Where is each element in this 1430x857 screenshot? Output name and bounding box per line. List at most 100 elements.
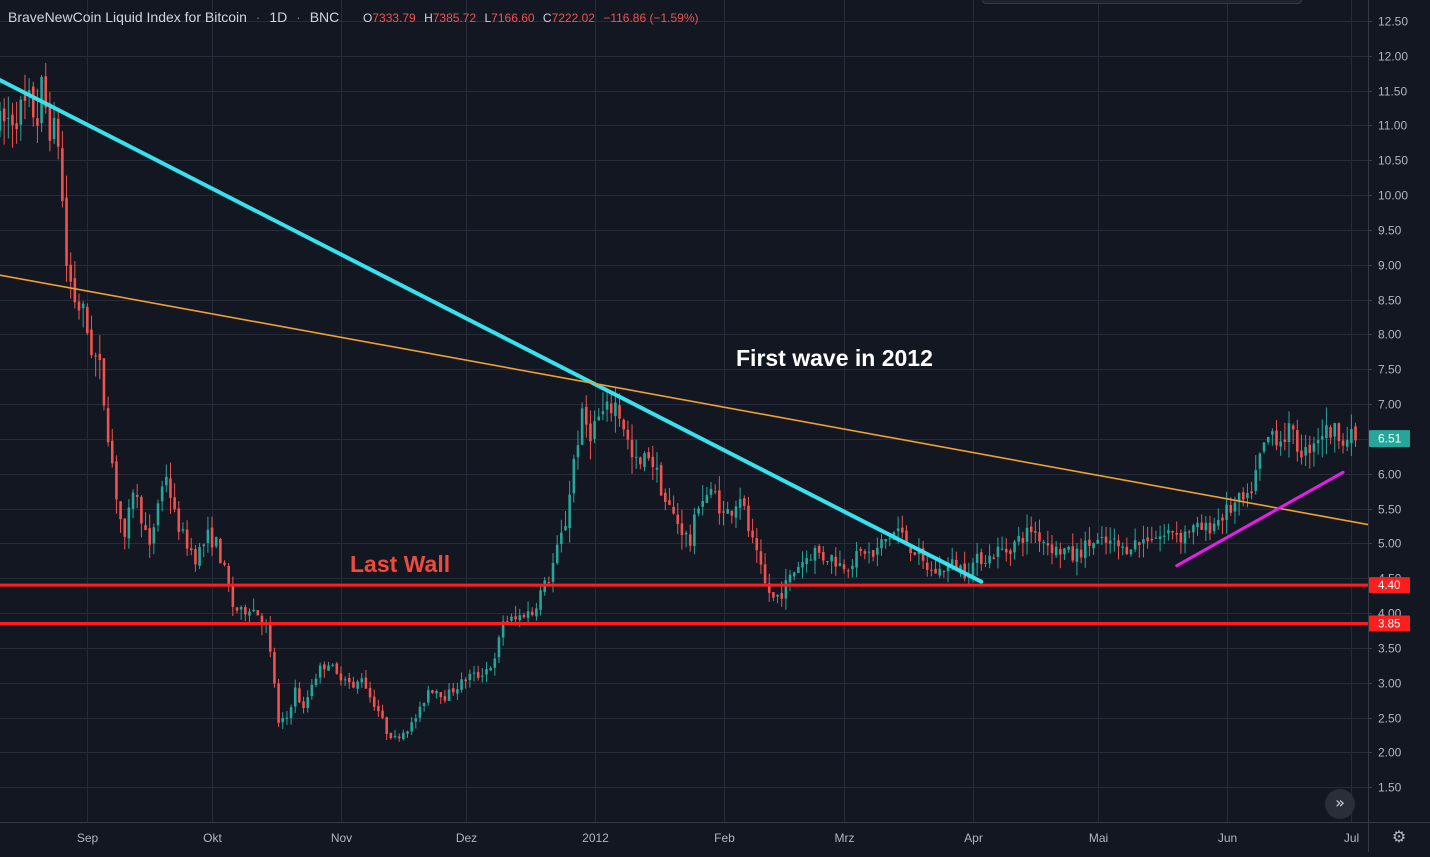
- ohlc-open-value: 7333.79: [372, 11, 416, 25]
- double-chevron-right-icon[interactable]: »: [1325, 789, 1355, 819]
- trend-line-orange-trendline[interactable]: [0, 274, 1369, 526]
- candle-down: [663, 492, 667, 502]
- candle-up: [360, 678, 364, 683]
- candle-down: [1241, 492, 1245, 500]
- candle-down: [751, 530, 754, 538]
- candle-down: [668, 500, 671, 505]
- price-tick-label: 9.00: [1378, 259, 1402, 273]
- candle-down: [755, 538, 759, 551]
- candle-down: [169, 478, 172, 498]
- candle-down: [106, 408, 110, 443]
- candle-up: [830, 554, 833, 562]
- candle-down: [1187, 531, 1191, 533]
- candle-down: [44, 76, 48, 108]
- candle-down: [352, 681, 355, 688]
- time-tick-label: Jul: [1344, 831, 1359, 845]
- candle-down: [980, 552, 983, 565]
- candle-down: [676, 514, 680, 525]
- candle-up: [252, 609, 255, 612]
- trend-line-magenta-uptrend[interactable]: [1175, 470, 1345, 568]
- candle-down: [389, 732, 393, 739]
- candle-down: [826, 561, 829, 563]
- candle-down: [273, 652, 276, 684]
- trend-line-cyan-downtrend[interactable]: [0, 78, 984, 584]
- gear-icon[interactable]: ⚙: [1391, 827, 1407, 846]
- candle-up: [917, 550, 921, 555]
- candle-up: [318, 665, 322, 678]
- candle-up: [402, 732, 405, 740]
- candle-down: [77, 301, 81, 311]
- candle-up: [406, 731, 409, 734]
- candle-down: [372, 696, 376, 707]
- candle-down: [1079, 549, 1083, 558]
- candle-down: [626, 429, 630, 440]
- candle-up: [1092, 543, 1095, 549]
- candle-up: [597, 416, 601, 421]
- candle-up: [1083, 540, 1087, 558]
- price-badge-bg: [1369, 615, 1410, 632]
- ohlc-change-value: −116.86 (−1.59%): [603, 11, 698, 25]
- horizontal-lines[interactable]: [0, 583, 1368, 625]
- candle-down: [140, 496, 143, 524]
- candle-up: [801, 562, 804, 568]
- candle-up: [984, 562, 987, 564]
- candle-down: [1050, 544, 1054, 554]
- candle-down: [639, 457, 642, 465]
- candle-down: [647, 452, 650, 459]
- time-tick-label: Dez: [456, 831, 477, 845]
- time-axis[interactable]: Sep Okt Nov Dez 2012 Feb Mrz Apr Mai Jun Jul: [77, 831, 1359, 845]
- price-tick-label: 3.50: [1378, 642, 1402, 656]
- candle-up: [1196, 522, 1199, 528]
- candle-down: [61, 148, 64, 202]
- candle-up: [1320, 436, 1324, 440]
- candle-up: [614, 402, 617, 417]
- drawing-toolbar-edge[interactable]: [982, 0, 1302, 4]
- candle-down: [1088, 539, 1091, 546]
- trend-lines[interactable]: [0, 78, 1369, 584]
- candle-down: [65, 197, 68, 266]
- candle-down: [547, 582, 551, 584]
- candle-up: [1287, 423, 1291, 442]
- candle-up: [1154, 537, 1158, 539]
- candle-up: [1271, 431, 1274, 435]
- candle-up: [971, 562, 975, 576]
- candle-down: [817, 546, 821, 553]
- candle-down: [185, 529, 189, 549]
- candle-up: [896, 528, 900, 532]
- candle-up: [701, 500, 705, 507]
- candle-down: [48, 103, 52, 141]
- candle-down: [1046, 543, 1050, 546]
- grid-lines: [0, 0, 1368, 822]
- candle-down: [514, 616, 517, 620]
- candle-down: [659, 465, 663, 496]
- candle-down: [1308, 444, 1312, 454]
- candle-down: [925, 562, 929, 570]
- price-badge-label: 3.85: [1378, 618, 1400, 630]
- candle-up: [310, 684, 314, 697]
- ohlc-close-label: C: [543, 11, 552, 25]
- candle-up: [181, 529, 185, 531]
- candle-down: [302, 701, 305, 709]
- time-tick-label: Okt: [203, 831, 222, 845]
- candlestick-series: [0, 62, 1357, 742]
- candle-up: [1258, 453, 1262, 469]
- candle-down: [123, 518, 127, 537]
- candle-down: [2, 108, 6, 122]
- candle-up: [975, 553, 979, 563]
- candle-up: [697, 508, 700, 514]
- candle-up: [198, 546, 201, 566]
- annotation-first-wave: First wave in 2012: [736, 345, 933, 371]
- candle-up: [1167, 530, 1170, 534]
- candle-up: [1100, 537, 1104, 539]
- candle-down: [90, 329, 93, 356]
- candle-down: [846, 570, 850, 572]
- candle-up: [281, 718, 285, 723]
- header-separator: ·: [256, 9, 261, 25]
- candle-down: [231, 584, 235, 608]
- candle-up: [593, 421, 596, 440]
- candle-up: [601, 411, 605, 415]
- candle-down: [323, 664, 326, 670]
- candle-down: [1059, 548, 1062, 555]
